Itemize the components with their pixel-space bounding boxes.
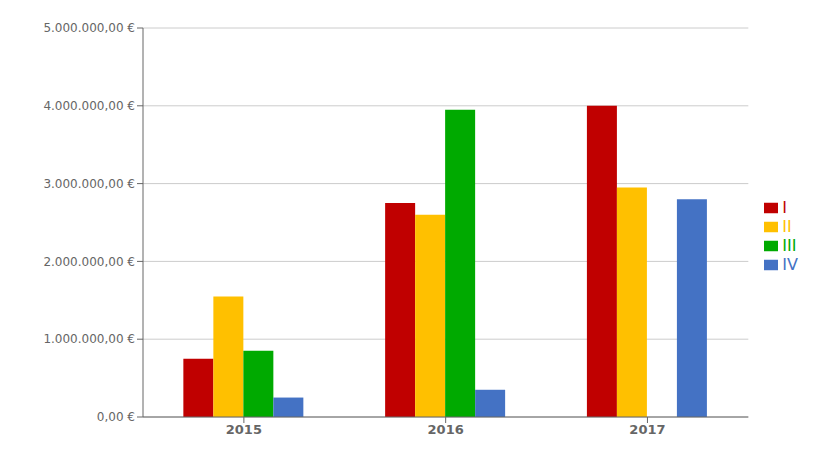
svg-text:2.000.000,00 €: 2.000.000,00 €: [43, 255, 135, 269]
svg-text:4.000.000,00 €: 4.000.000,00 €: [43, 99, 135, 113]
svg-text:1.000.000,00 €: 1.000.000,00 €: [43, 332, 135, 346]
svg-text:2015: 2015: [226, 422, 262, 437]
svg-text:3.000.000,00 €: 3.000.000,00 €: [43, 177, 135, 191]
svg-text:5.000.000,00 €: 5.000.000,00 €: [43, 21, 135, 35]
svg-text:2016: 2016: [428, 422, 464, 437]
html-text:II: II: [782, 216, 792, 236]
html-text:III: III: [782, 235, 797, 255]
svg-text:0,00 €: 0,00 €: [97, 410, 135, 424]
html-text:I: I: [782, 197, 787, 217]
svg-text:2017: 2017: [629, 422, 665, 437]
html-text:IV: IV: [782, 254, 798, 274]
